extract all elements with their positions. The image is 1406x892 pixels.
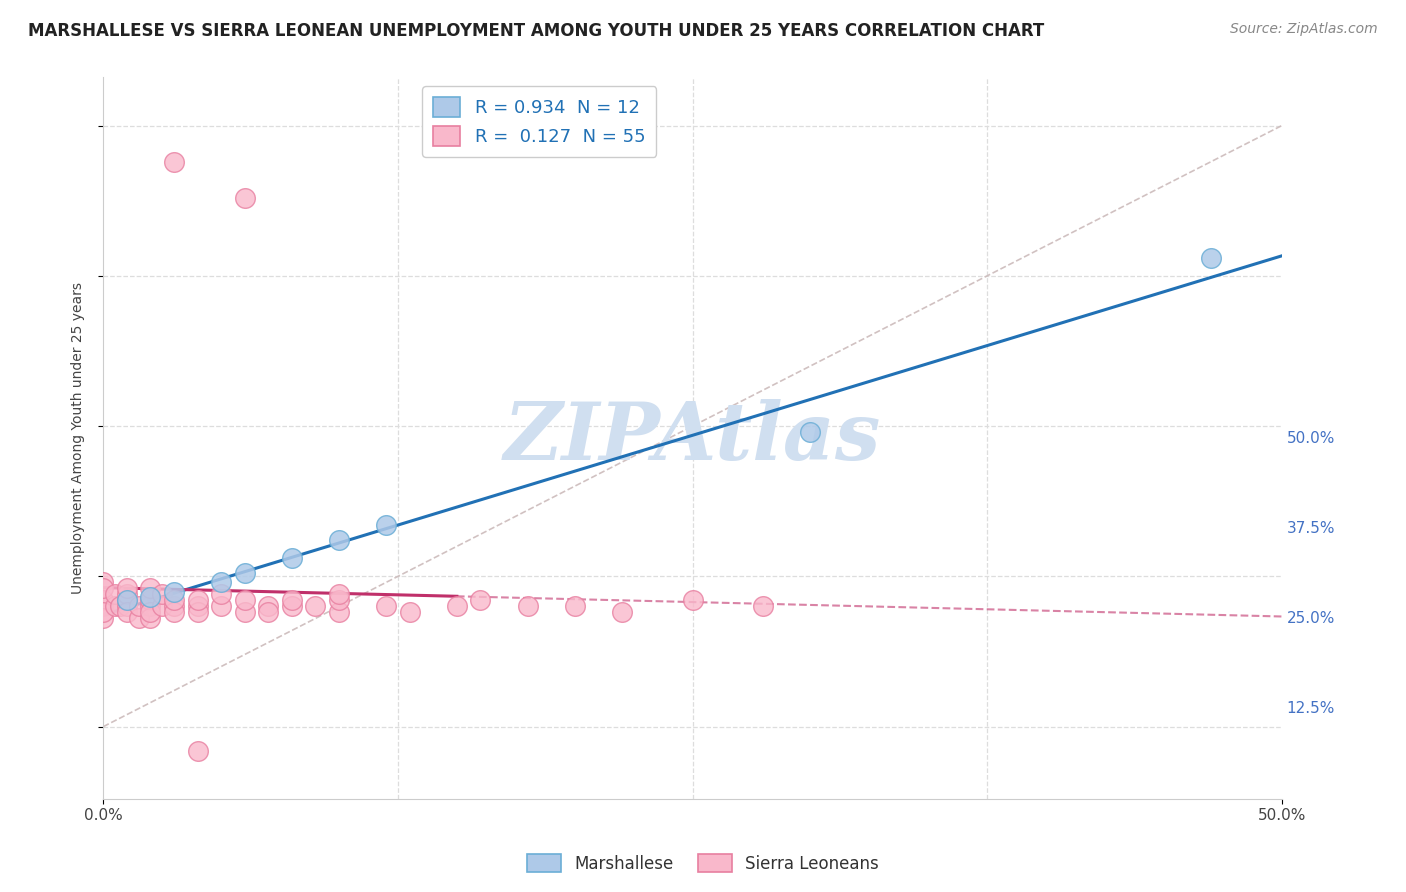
Legend: R = 0.934  N = 12, R =  0.127  N = 55: R = 0.934 N = 12, R = 0.127 N = 55 [422, 87, 657, 157]
Point [1199, 251, 1222, 265]
Point [104, 587, 127, 601]
Point [139, 593, 162, 607]
Point [446, 599, 468, 614]
Point [115, 582, 138, 596]
Point [150, 587, 173, 601]
Point [233, 593, 256, 607]
Point [139, 590, 162, 604]
Point [328, 593, 350, 607]
Point [233, 566, 256, 580]
Point [516, 599, 538, 614]
Point [610, 606, 633, 620]
Point [115, 599, 138, 614]
Point [91, 593, 114, 607]
Point [128, 599, 150, 614]
Point [128, 611, 150, 625]
Point [139, 611, 162, 625]
Point [139, 582, 162, 596]
Point [91, 606, 114, 620]
Point [163, 606, 186, 620]
Point [281, 593, 304, 607]
Point [752, 599, 775, 614]
Point [91, 575, 114, 590]
Text: Source: ZipAtlas.com: Source: ZipAtlas.com [1230, 22, 1378, 37]
Point [187, 593, 209, 607]
Text: MARSHALLESE VS SIERRA LEONEAN UNEMPLOYMENT AMONG YOUTH UNDER 25 YEARS CORRELATIO: MARSHALLESE VS SIERRA LEONEAN UNEMPLOYME… [28, 22, 1045, 40]
Point [187, 744, 209, 758]
Point [150, 599, 173, 614]
Point [163, 593, 186, 607]
Point [115, 593, 138, 607]
Point [304, 599, 326, 614]
Text: 12.5%: 12.5% [1286, 701, 1334, 716]
Point [187, 599, 209, 614]
Point [257, 606, 280, 620]
Point [163, 154, 186, 169]
Point [375, 599, 398, 614]
Point [187, 606, 209, 620]
Point [281, 599, 304, 614]
Point [328, 533, 350, 548]
Point [108, 599, 131, 614]
Point [328, 606, 350, 620]
Point [115, 587, 138, 601]
Point [139, 606, 162, 620]
Y-axis label: Unemployment Among Youth under 25 years: Unemployment Among Youth under 25 years [72, 282, 86, 594]
Point [328, 587, 350, 601]
Point [375, 517, 398, 532]
Point [398, 606, 420, 620]
Point [115, 606, 138, 620]
Point [257, 599, 280, 614]
Point [209, 575, 232, 590]
Point [91, 611, 114, 625]
Point [799, 425, 821, 439]
Text: ZIPAtlas: ZIPAtlas [503, 400, 882, 477]
Point [115, 593, 138, 607]
Point [91, 582, 114, 596]
Text: 50.0%: 50.0% [1286, 431, 1334, 446]
Point [470, 593, 492, 607]
Point [233, 606, 256, 620]
Point [281, 551, 304, 566]
Point [564, 599, 586, 614]
Point [104, 599, 127, 614]
Point [91, 599, 114, 614]
Point [139, 599, 162, 614]
Point [209, 587, 232, 601]
Legend: Marshallese, Sierra Leoneans: Marshallese, Sierra Leoneans [520, 847, 886, 880]
Text: 25.0%: 25.0% [1286, 611, 1334, 626]
Point [233, 191, 256, 205]
Point [163, 599, 186, 614]
Text: 37.5%: 37.5% [1286, 521, 1336, 536]
Point [209, 599, 232, 614]
Point [682, 593, 704, 607]
Point [163, 585, 186, 599]
